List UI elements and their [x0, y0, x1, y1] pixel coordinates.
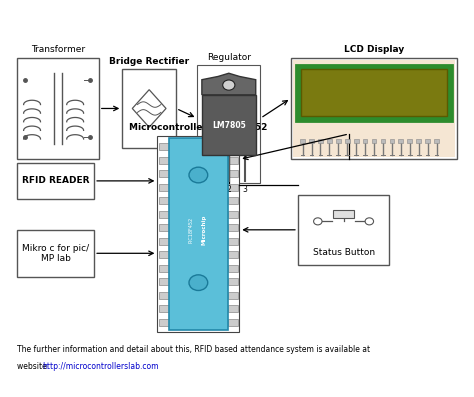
FancyBboxPatch shape [159, 265, 169, 272]
FancyBboxPatch shape [228, 305, 238, 312]
Text: 2: 2 [227, 185, 231, 194]
FancyBboxPatch shape [300, 139, 305, 143]
FancyBboxPatch shape [354, 139, 358, 143]
FancyBboxPatch shape [228, 251, 238, 258]
Text: Mikro c for pic/
MP lab: Mikro c for pic/ MP lab [22, 244, 89, 263]
FancyBboxPatch shape [425, 139, 430, 143]
FancyBboxPatch shape [228, 170, 238, 177]
FancyBboxPatch shape [381, 139, 385, 143]
FancyBboxPatch shape [228, 224, 238, 231]
Circle shape [314, 218, 322, 225]
Text: Bridge Rectifier: Bridge Rectifier [109, 57, 189, 66]
FancyBboxPatch shape [327, 139, 332, 143]
Circle shape [223, 80, 235, 90]
Text: 3: 3 [243, 185, 247, 194]
Text: http://microcontrollerslab.com: http://microcontrollerslab.com [43, 362, 159, 371]
FancyBboxPatch shape [159, 278, 169, 285]
Circle shape [189, 167, 208, 183]
FancyBboxPatch shape [159, 319, 169, 326]
FancyBboxPatch shape [372, 139, 376, 143]
FancyBboxPatch shape [17, 58, 99, 159]
FancyBboxPatch shape [122, 69, 176, 148]
FancyBboxPatch shape [309, 139, 314, 143]
Text: LCD Display: LCD Display [344, 45, 404, 54]
Text: Microchip: Microchip [201, 215, 207, 245]
FancyBboxPatch shape [159, 197, 169, 204]
FancyBboxPatch shape [17, 230, 94, 277]
FancyBboxPatch shape [318, 139, 323, 143]
FancyBboxPatch shape [159, 157, 169, 164]
FancyBboxPatch shape [159, 305, 169, 312]
Polygon shape [132, 90, 166, 127]
FancyBboxPatch shape [159, 251, 169, 258]
FancyBboxPatch shape [159, 170, 169, 177]
FancyBboxPatch shape [228, 265, 238, 272]
FancyBboxPatch shape [416, 139, 421, 143]
FancyBboxPatch shape [345, 139, 349, 143]
FancyBboxPatch shape [363, 139, 367, 143]
FancyBboxPatch shape [228, 184, 238, 191]
Text: website: website [17, 362, 49, 371]
FancyBboxPatch shape [298, 195, 389, 265]
FancyBboxPatch shape [291, 58, 457, 159]
FancyBboxPatch shape [407, 139, 412, 143]
FancyBboxPatch shape [228, 197, 238, 204]
FancyBboxPatch shape [228, 157, 238, 164]
FancyBboxPatch shape [228, 211, 238, 218]
Text: Regulator: Regulator [207, 53, 251, 62]
FancyBboxPatch shape [159, 292, 169, 299]
FancyBboxPatch shape [228, 292, 238, 299]
FancyBboxPatch shape [228, 278, 238, 285]
FancyBboxPatch shape [157, 136, 239, 331]
FancyBboxPatch shape [159, 211, 169, 218]
Text: PIC18F452: PIC18F452 [189, 217, 194, 243]
Polygon shape [202, 73, 256, 95]
FancyBboxPatch shape [159, 143, 169, 150]
FancyBboxPatch shape [159, 184, 169, 191]
FancyBboxPatch shape [197, 66, 260, 183]
Text: RFID READER: RFID READER [22, 176, 89, 185]
FancyBboxPatch shape [293, 60, 455, 157]
FancyBboxPatch shape [17, 163, 94, 198]
FancyBboxPatch shape [159, 238, 169, 245]
FancyBboxPatch shape [228, 319, 238, 326]
FancyBboxPatch shape [228, 143, 238, 150]
Text: The further information and detail about this, RFID based attendance system is a: The further information and detail about… [17, 345, 370, 354]
FancyBboxPatch shape [169, 138, 228, 330]
FancyBboxPatch shape [434, 139, 439, 143]
FancyBboxPatch shape [202, 95, 256, 156]
FancyBboxPatch shape [333, 210, 354, 218]
FancyBboxPatch shape [390, 139, 394, 143]
Text: LM7805: LM7805 [212, 121, 246, 129]
Circle shape [189, 275, 208, 291]
FancyBboxPatch shape [228, 238, 238, 245]
Text: 1: 1 [210, 185, 215, 194]
FancyBboxPatch shape [336, 139, 341, 143]
FancyBboxPatch shape [399, 139, 403, 143]
Text: Microcontroller PIC 18F452: Microcontroller PIC 18F452 [129, 123, 267, 132]
FancyBboxPatch shape [301, 69, 447, 116]
Text: Transformer: Transformer [31, 45, 85, 54]
Text: Status Button: Status Button [312, 248, 374, 257]
FancyBboxPatch shape [159, 224, 169, 231]
FancyBboxPatch shape [296, 65, 453, 121]
Circle shape [365, 218, 374, 225]
